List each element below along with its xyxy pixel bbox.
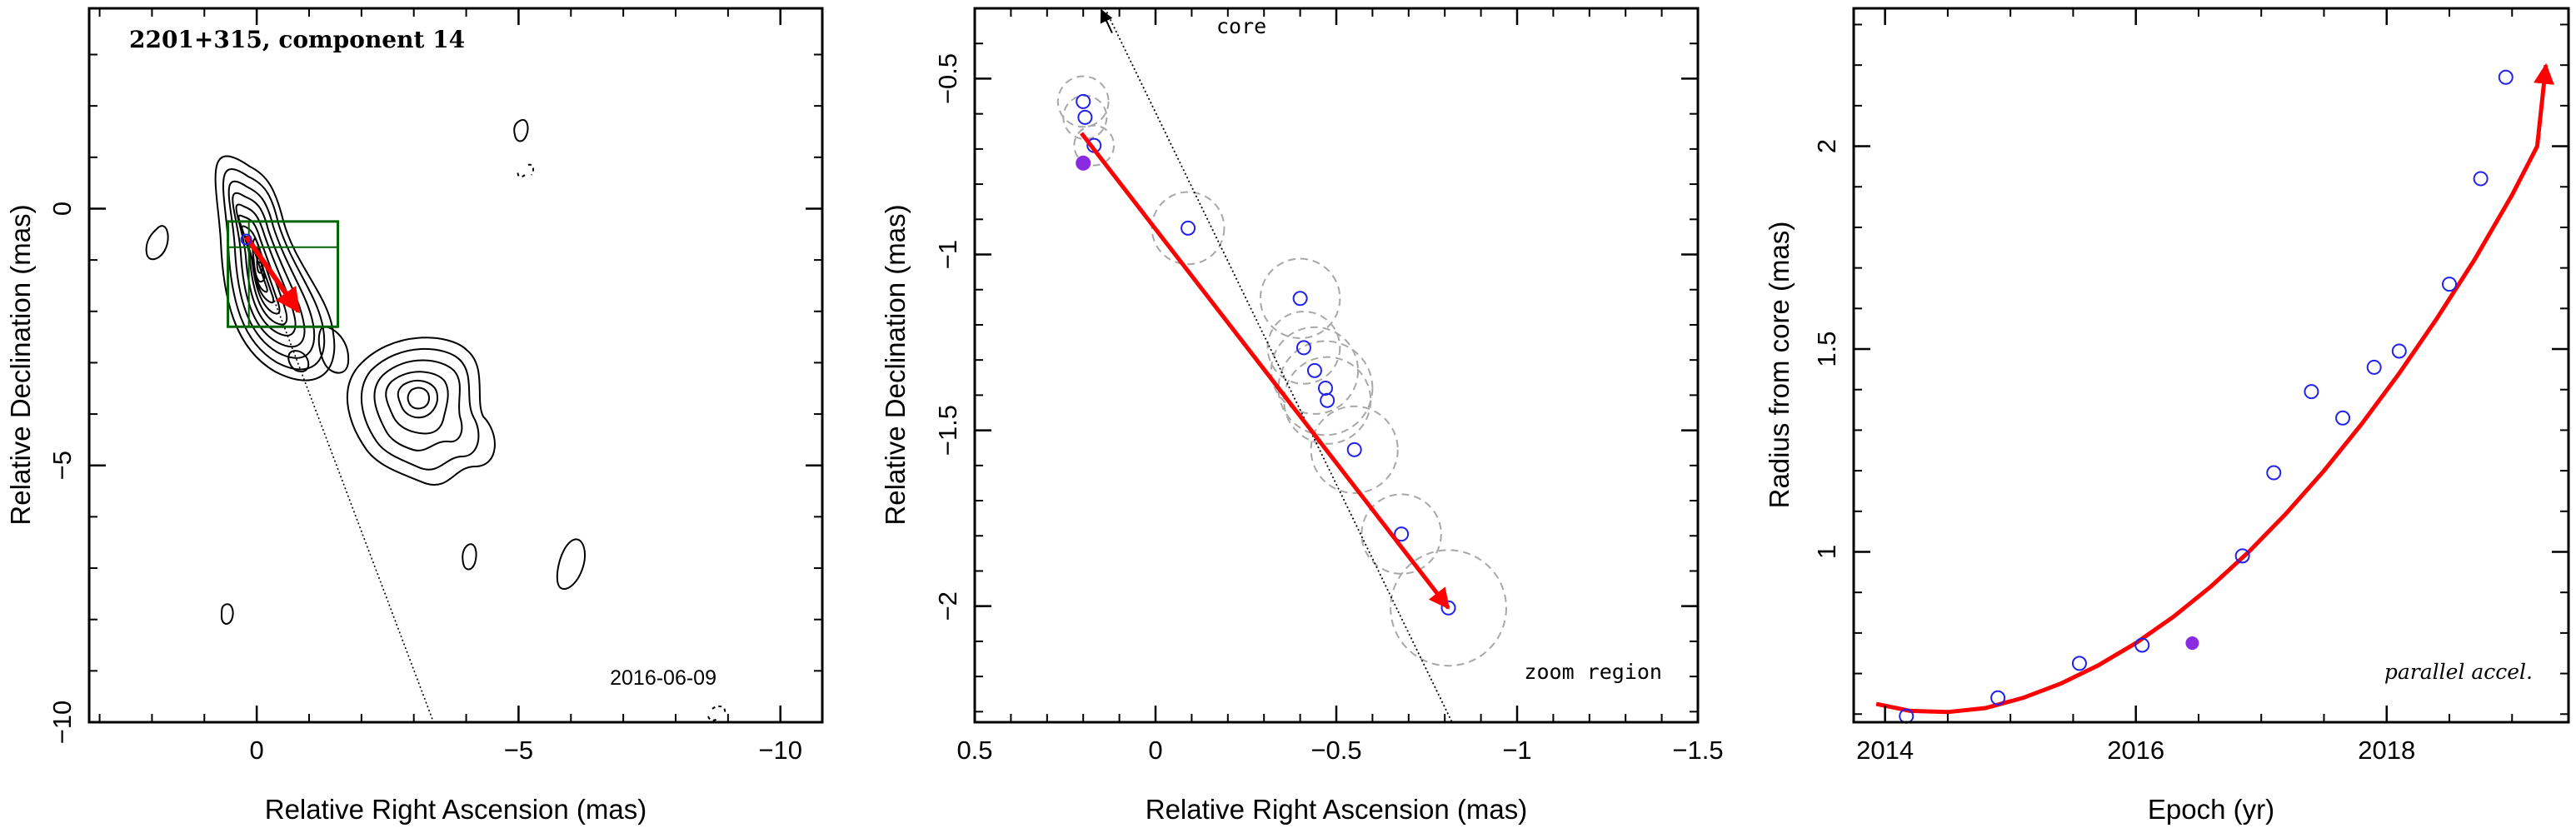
x-axis-label: Relative Right Ascension (mas) xyxy=(265,794,647,825)
uncertainty-circle xyxy=(1310,405,1399,494)
y-tick-label: 2 xyxy=(1812,139,1841,153)
x-tick-label: −1 xyxy=(1502,736,1531,765)
y-tick-label: 1 xyxy=(1812,545,1841,559)
uncertainty-circle xyxy=(1390,549,1507,667)
uncertainty-circle xyxy=(1270,326,1360,415)
uncertainty-circle xyxy=(1360,493,1442,575)
reference-point xyxy=(1076,155,1091,171)
plot-frame xyxy=(87,7,824,724)
x-tick-label: 0 xyxy=(1148,736,1162,765)
x-tick-label: 0 xyxy=(250,736,264,765)
x-ticks: 2014 2016 2018 xyxy=(1856,8,2514,765)
y-ticks: 0 −5 −10 xyxy=(47,53,822,745)
zoom-region-label: zoom region xyxy=(1524,660,1662,684)
position-point xyxy=(1292,291,1308,307)
position-point xyxy=(1394,526,1410,542)
plot-title: 2201+315, component 14 xyxy=(129,26,465,53)
position-point xyxy=(1320,392,1335,408)
y-tick-label: 1.5 xyxy=(1812,331,1841,367)
panel-contour-map: 0 −5 −10 0 −5 −10 2201+315, component 14 201… xyxy=(5,7,824,825)
x-tick-label: 2018 xyxy=(2358,736,2415,765)
y-tick-label: −10 xyxy=(47,701,77,745)
radius-point xyxy=(2134,637,2150,653)
x-axis-label: Epoch (yr) xyxy=(2148,794,2274,825)
position-point xyxy=(1076,93,1091,109)
radius-point xyxy=(2234,548,2250,564)
core-label: core xyxy=(1216,14,1266,38)
position-point xyxy=(1077,109,1093,125)
radius-point xyxy=(2366,359,2382,375)
y-tick-label: −1.5 xyxy=(933,405,962,456)
radius-point xyxy=(2391,343,2407,359)
epoch-date-label: 2016-06-09 xyxy=(610,666,716,690)
position-point xyxy=(1317,380,1333,396)
position-point xyxy=(1295,340,1311,356)
x-tick-label: −5 xyxy=(504,736,533,765)
y-axis-label: Relative Declination (mas) xyxy=(880,204,911,525)
jet-direction-line xyxy=(250,237,434,722)
jet-knot-contours xyxy=(346,337,496,486)
panel-zoom-region: 0.5 0 −0.5 −1 −1.5 −0.5 −1 −1.5 −2 core zoom re… xyxy=(880,7,1724,825)
jet-direction-line xyxy=(1104,8,1453,722)
y-tick-label: −2 xyxy=(933,591,962,621)
uncertainty-circle xyxy=(1056,75,1110,128)
y-ticks: −0.5 −1 −1.5 −2 xyxy=(933,7,1698,713)
uncertainty-circle xyxy=(1062,94,1108,140)
y-axis-label: Relative Declination (mas) xyxy=(5,204,36,525)
x-axis-label: Relative Right Ascension (mas) xyxy=(1146,794,1528,825)
uncertainty-circle xyxy=(1151,191,1226,266)
y-tick-label: −0.5 xyxy=(933,53,962,104)
x-tick-label: −1.5 xyxy=(1672,736,1723,765)
x-tick-label: 0.5 xyxy=(956,736,992,765)
component-positions xyxy=(1076,93,1456,616)
radius-point xyxy=(2071,656,2087,671)
motion-vector-arrow xyxy=(244,235,301,314)
motion-vector-arrow xyxy=(1080,132,1450,610)
core-contours xyxy=(214,155,350,382)
y-ticks: 11.52 xyxy=(1812,23,2569,716)
x-ticks: 0.5 0 −0.5 −1 −1.5 xyxy=(956,8,1724,765)
uncertainty-circles xyxy=(1056,75,1507,667)
radius-point xyxy=(2442,277,2457,292)
x-ticks: 0 −5 −10 xyxy=(98,8,802,765)
contour-layer xyxy=(145,118,726,721)
uncertainty-circle xyxy=(1259,257,1341,340)
plot-frame xyxy=(1852,7,2570,724)
panel-radius-vs-epoch: 2014 2016 2018 11.52 parallel accel. Epoch… xyxy=(1764,7,2570,825)
radius-point xyxy=(2335,410,2351,426)
zoom-region-box xyxy=(227,220,340,328)
position-point xyxy=(1306,362,1322,378)
uncertainty-circle xyxy=(1283,356,1372,445)
y-tick-label: −1 xyxy=(933,240,962,269)
radius-point xyxy=(2266,465,2282,481)
component-marker xyxy=(240,233,252,246)
position-point xyxy=(1181,220,1196,236)
y-axis-label: Radius from core (mas) xyxy=(1764,222,1795,509)
uncertainty-circle xyxy=(1266,310,1341,385)
reference-point xyxy=(2185,636,2199,651)
radius-point xyxy=(2498,69,2514,85)
core-direction-arrow xyxy=(1100,8,1113,33)
radius-point xyxy=(1990,690,2006,706)
x-tick-label: 2016 xyxy=(2107,736,2164,765)
position-point xyxy=(1346,441,1362,457)
radius-point xyxy=(2304,384,2319,400)
x-tick-label: 2014 xyxy=(1856,736,1914,765)
uncertainty-circle xyxy=(1073,124,1116,167)
fit-curve xyxy=(1875,62,2554,715)
radius-point xyxy=(2473,171,2489,187)
component-radii xyxy=(1899,69,2514,724)
x-tick-label: −10 xyxy=(758,736,802,765)
y-tick-label: −5 xyxy=(47,451,77,480)
fit-annotation: parallel accel. xyxy=(2384,660,2533,684)
uncertainty-circle xyxy=(1277,340,1374,436)
isolated-contours xyxy=(145,118,726,721)
x-tick-label: −0.5 xyxy=(1310,736,1361,765)
y-tick-label: 0 xyxy=(47,202,77,216)
